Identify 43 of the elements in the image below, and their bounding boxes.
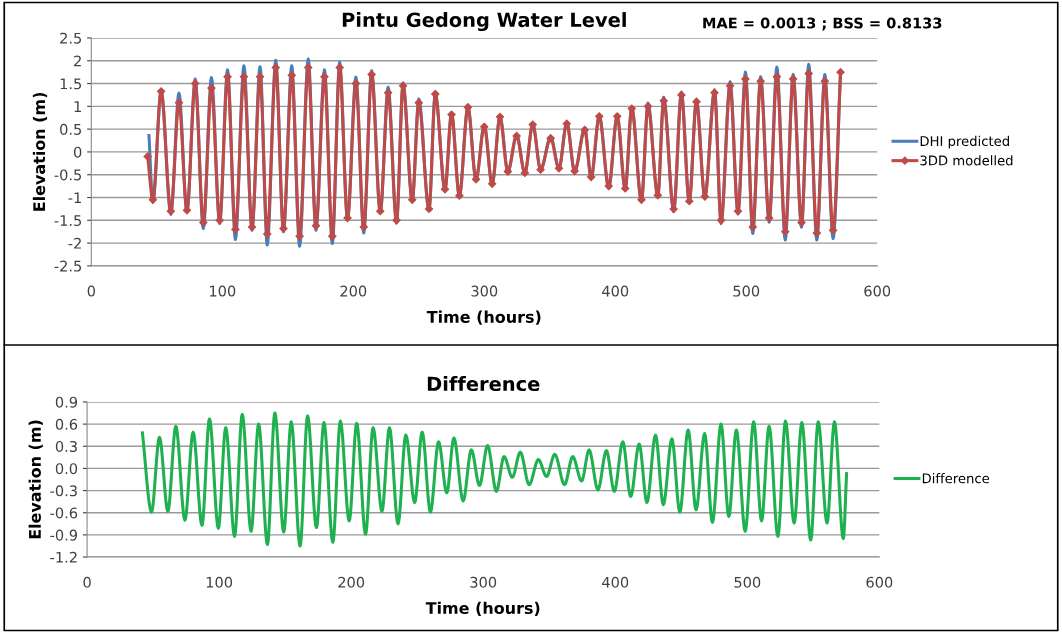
x-tick-label: 600 [864, 285, 891, 297]
y-tick-label: 0.9 [55, 396, 78, 408]
x-tick-label: 500 [734, 576, 761, 588]
y-tick-label: -1.2 [50, 551, 77, 563]
y-tick-label: -2 [68, 237, 81, 249]
x-tick-label: 400 [602, 285, 629, 297]
y-tick-label: -2.5 [54, 260, 82, 272]
y-tick-label: 2 [74, 55, 81, 67]
legend-label: 3DD modelled [920, 155, 1013, 166]
y-tick-label: -0.3 [50, 485, 77, 497]
x-tick-label: 600 [866, 576, 893, 588]
y-tick-label: -0.5 [54, 169, 82, 181]
x-tick-label: 0 [83, 576, 91, 588]
y-tick-label: -1.5 [54, 215, 82, 227]
x-tick-label: 300 [471, 285, 498, 297]
y-tick-label: -0.6 [50, 507, 78, 519]
x-tick-label: 200 [340, 285, 367, 297]
y-tick-label: 0.6 [55, 418, 78, 430]
y-axis-title: Elevation (m) [28, 420, 43, 539]
x-axis-title: Time (hours) [425, 601, 540, 616]
x-tick-label: 100 [210, 285, 236, 297]
y-tick-label: -1 [68, 192, 81, 204]
y-tick-label: 0 [73, 146, 82, 158]
y-axis-title: Elevation (m) [32, 92, 48, 211]
legend-label: DHI predicted [920, 135, 1009, 149]
x-tick-label: 400 [602, 576, 629, 588]
legend-label: Difference [922, 473, 990, 484]
y-tick-label: 0.5 [60, 123, 82, 135]
x-tick-label: 0 [87, 285, 95, 297]
x-tick-label: 500 [733, 285, 760, 297]
chart-title: Pintu Gedong Water Level [342, 12, 626, 32]
y-tick-label: 1 [74, 101, 81, 112]
y-tick-label: 1.5 [60, 78, 82, 90]
x-tick-label: 300 [470, 576, 497, 588]
y-tick-label: 0.0 [55, 463, 78, 475]
text: MAE = 0.0013 ; BSS = 0.8133 [703, 17, 942, 31]
y-tick-label: -0.9 [50, 529, 78, 541]
x-tick-label: 100 [206, 576, 233, 588]
y-tick-label: 0.3 [55, 440, 77, 453]
x-axis-title: Time (hours) [426, 310, 541, 325]
y-tick-label: 2.5 [60, 32, 82, 44]
x-tick-label: 200 [338, 576, 365, 588]
chart-title: Difference [427, 376, 540, 392]
